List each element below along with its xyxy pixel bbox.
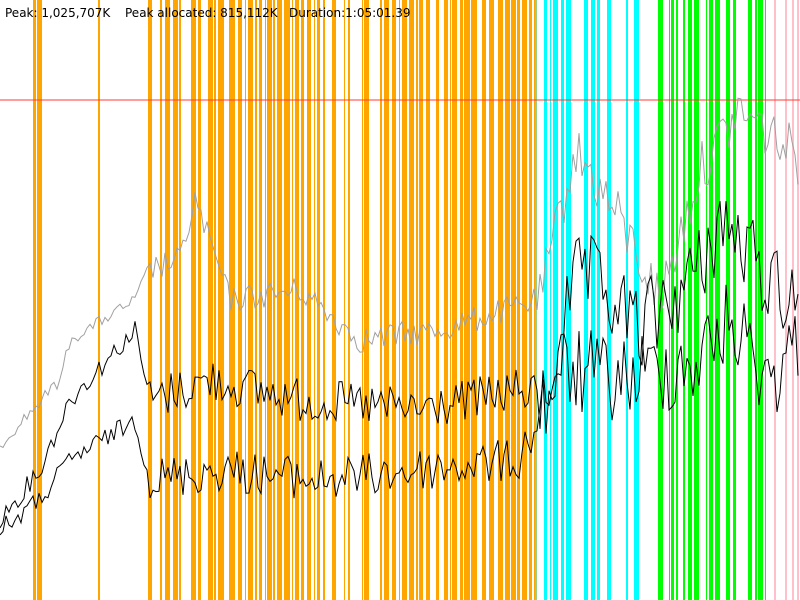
duration-label: Duration:1:05:01.39	[289, 6, 411, 20]
gc-stripe	[98, 0, 100, 600]
gc-stripe	[517, 0, 520, 600]
gc-stripe	[785, 0, 787, 600]
gc-stripe	[292, 0, 293, 600]
peak-allocated-label: Peak allocated: 815,112K	[125, 6, 279, 20]
gc-stripe	[37, 0, 42, 600]
gc-stripes	[33, 0, 799, 600]
gc-stripe	[332, 0, 336, 600]
gc-stripe	[471, 0, 477, 600]
gc-stripe	[511, 0, 516, 600]
gc-stripe	[191, 0, 196, 600]
gc-stripe	[362, 0, 363, 600]
gc-stripe	[522, 0, 527, 600]
gc-stripe	[688, 0, 692, 600]
gc-stripe	[726, 0, 730, 600]
gc-stripe	[489, 0, 494, 600]
gc-stripe	[597, 0, 600, 600]
gc-stripe	[173, 0, 178, 600]
gc-stripe	[314, 0, 315, 600]
gc-stripe	[591, 0, 595, 600]
gc-stripe	[529, 0, 532, 600]
gc-stripe	[255, 0, 257, 600]
gc-stripe	[198, 0, 201, 600]
gc-stripe	[426, 0, 430, 600]
gc-stripe	[380, 0, 382, 600]
gc-stripe	[566, 0, 571, 600]
gc-stripe	[683, 0, 685, 600]
gc-stripe	[277, 0, 282, 600]
gc-stripe	[208, 0, 213, 600]
gc-stripe	[733, 0, 736, 600]
gc-stripe	[33, 0, 36, 600]
gc-stripe	[671, 0, 674, 600]
gc-stripe	[348, 0, 350, 600]
gc-stripe	[748, 0, 752, 600]
gc-stripe	[409, 0, 414, 600]
gc-stripe	[307, 0, 311, 600]
gc-stripe	[214, 0, 216, 600]
gc-stripe	[419, 0, 423, 600]
gc-stripe	[323, 0, 325, 600]
gc-stripe	[267, 0, 272, 600]
gc-stripe	[259, 0, 262, 600]
gc-stripe	[584, 0, 588, 600]
gc-stripe	[774, 0, 776, 600]
gc-stripe	[160, 0, 162, 600]
gc-stripe	[460, 0, 463, 600]
gc-stripe	[709, 0, 713, 600]
gc-stripe	[273, 0, 275, 600]
gc-stripe	[317, 0, 320, 600]
gc-stripe	[550, 0, 551, 600]
gc-stripe	[392, 0, 396, 600]
gc-stripe	[150, 0, 152, 600]
gc-stripe	[534, 0, 535, 600]
gc-stripe	[416, 0, 418, 600]
gc-stripe	[384, 0, 389, 600]
usage-line	[0, 97, 799, 449]
gc-stripe	[626, 0, 628, 600]
gc-stripe	[715, 0, 720, 600]
gc-stripe	[676, 0, 678, 600]
gc-stripe	[792, 0, 794, 600]
gc-stripe	[165, 0, 170, 600]
peak-label: Peak: 1,025,707K	[5, 6, 111, 20]
usage-line	[0, 284, 799, 536]
gc-stripe	[561, 0, 564, 600]
gc-stripe	[344, 0, 345, 600]
gc-stripe	[148, 0, 150, 600]
gc-stripe	[218, 0, 224, 600]
gc-stripe	[301, 0, 304, 600]
gc-stripe	[758, 0, 763, 600]
gc-stripe	[694, 0, 699, 600]
gc-stripe	[295, 0, 299, 600]
gc-stripe	[498, 0, 503, 600]
gc-stripe	[402, 0, 407, 600]
gc-stripe	[444, 0, 448, 600]
gc-stripe	[284, 0, 290, 600]
gc-stripe	[607, 0, 611, 600]
gc-stripe	[797, 0, 799, 600]
gc-stripe	[436, 0, 439, 600]
gc-stripe	[248, 0, 253, 600]
gc-stripe	[505, 0, 510, 600]
gc-stripe	[553, 0, 558, 600]
usage-line	[0, 201, 799, 529]
gc-stripe	[755, 0, 757, 600]
gc-stripe	[450, 0, 451, 600]
gc-stripe	[245, 0, 246, 600]
gc-stripe	[669, 0, 670, 600]
gc-stripe	[179, 0, 181, 600]
gc-stripe	[544, 0, 547, 600]
gc-stripe	[399, 0, 400, 600]
gc-stripe	[452, 0, 457, 600]
gc-stripe	[706, 0, 707, 600]
gc-stripe	[364, 0, 369, 600]
usage-lines	[0, 97, 799, 536]
gc-stripe	[238, 0, 242, 600]
gc-stripe	[482, 0, 486, 600]
gc-stripe	[464, 0, 470, 600]
